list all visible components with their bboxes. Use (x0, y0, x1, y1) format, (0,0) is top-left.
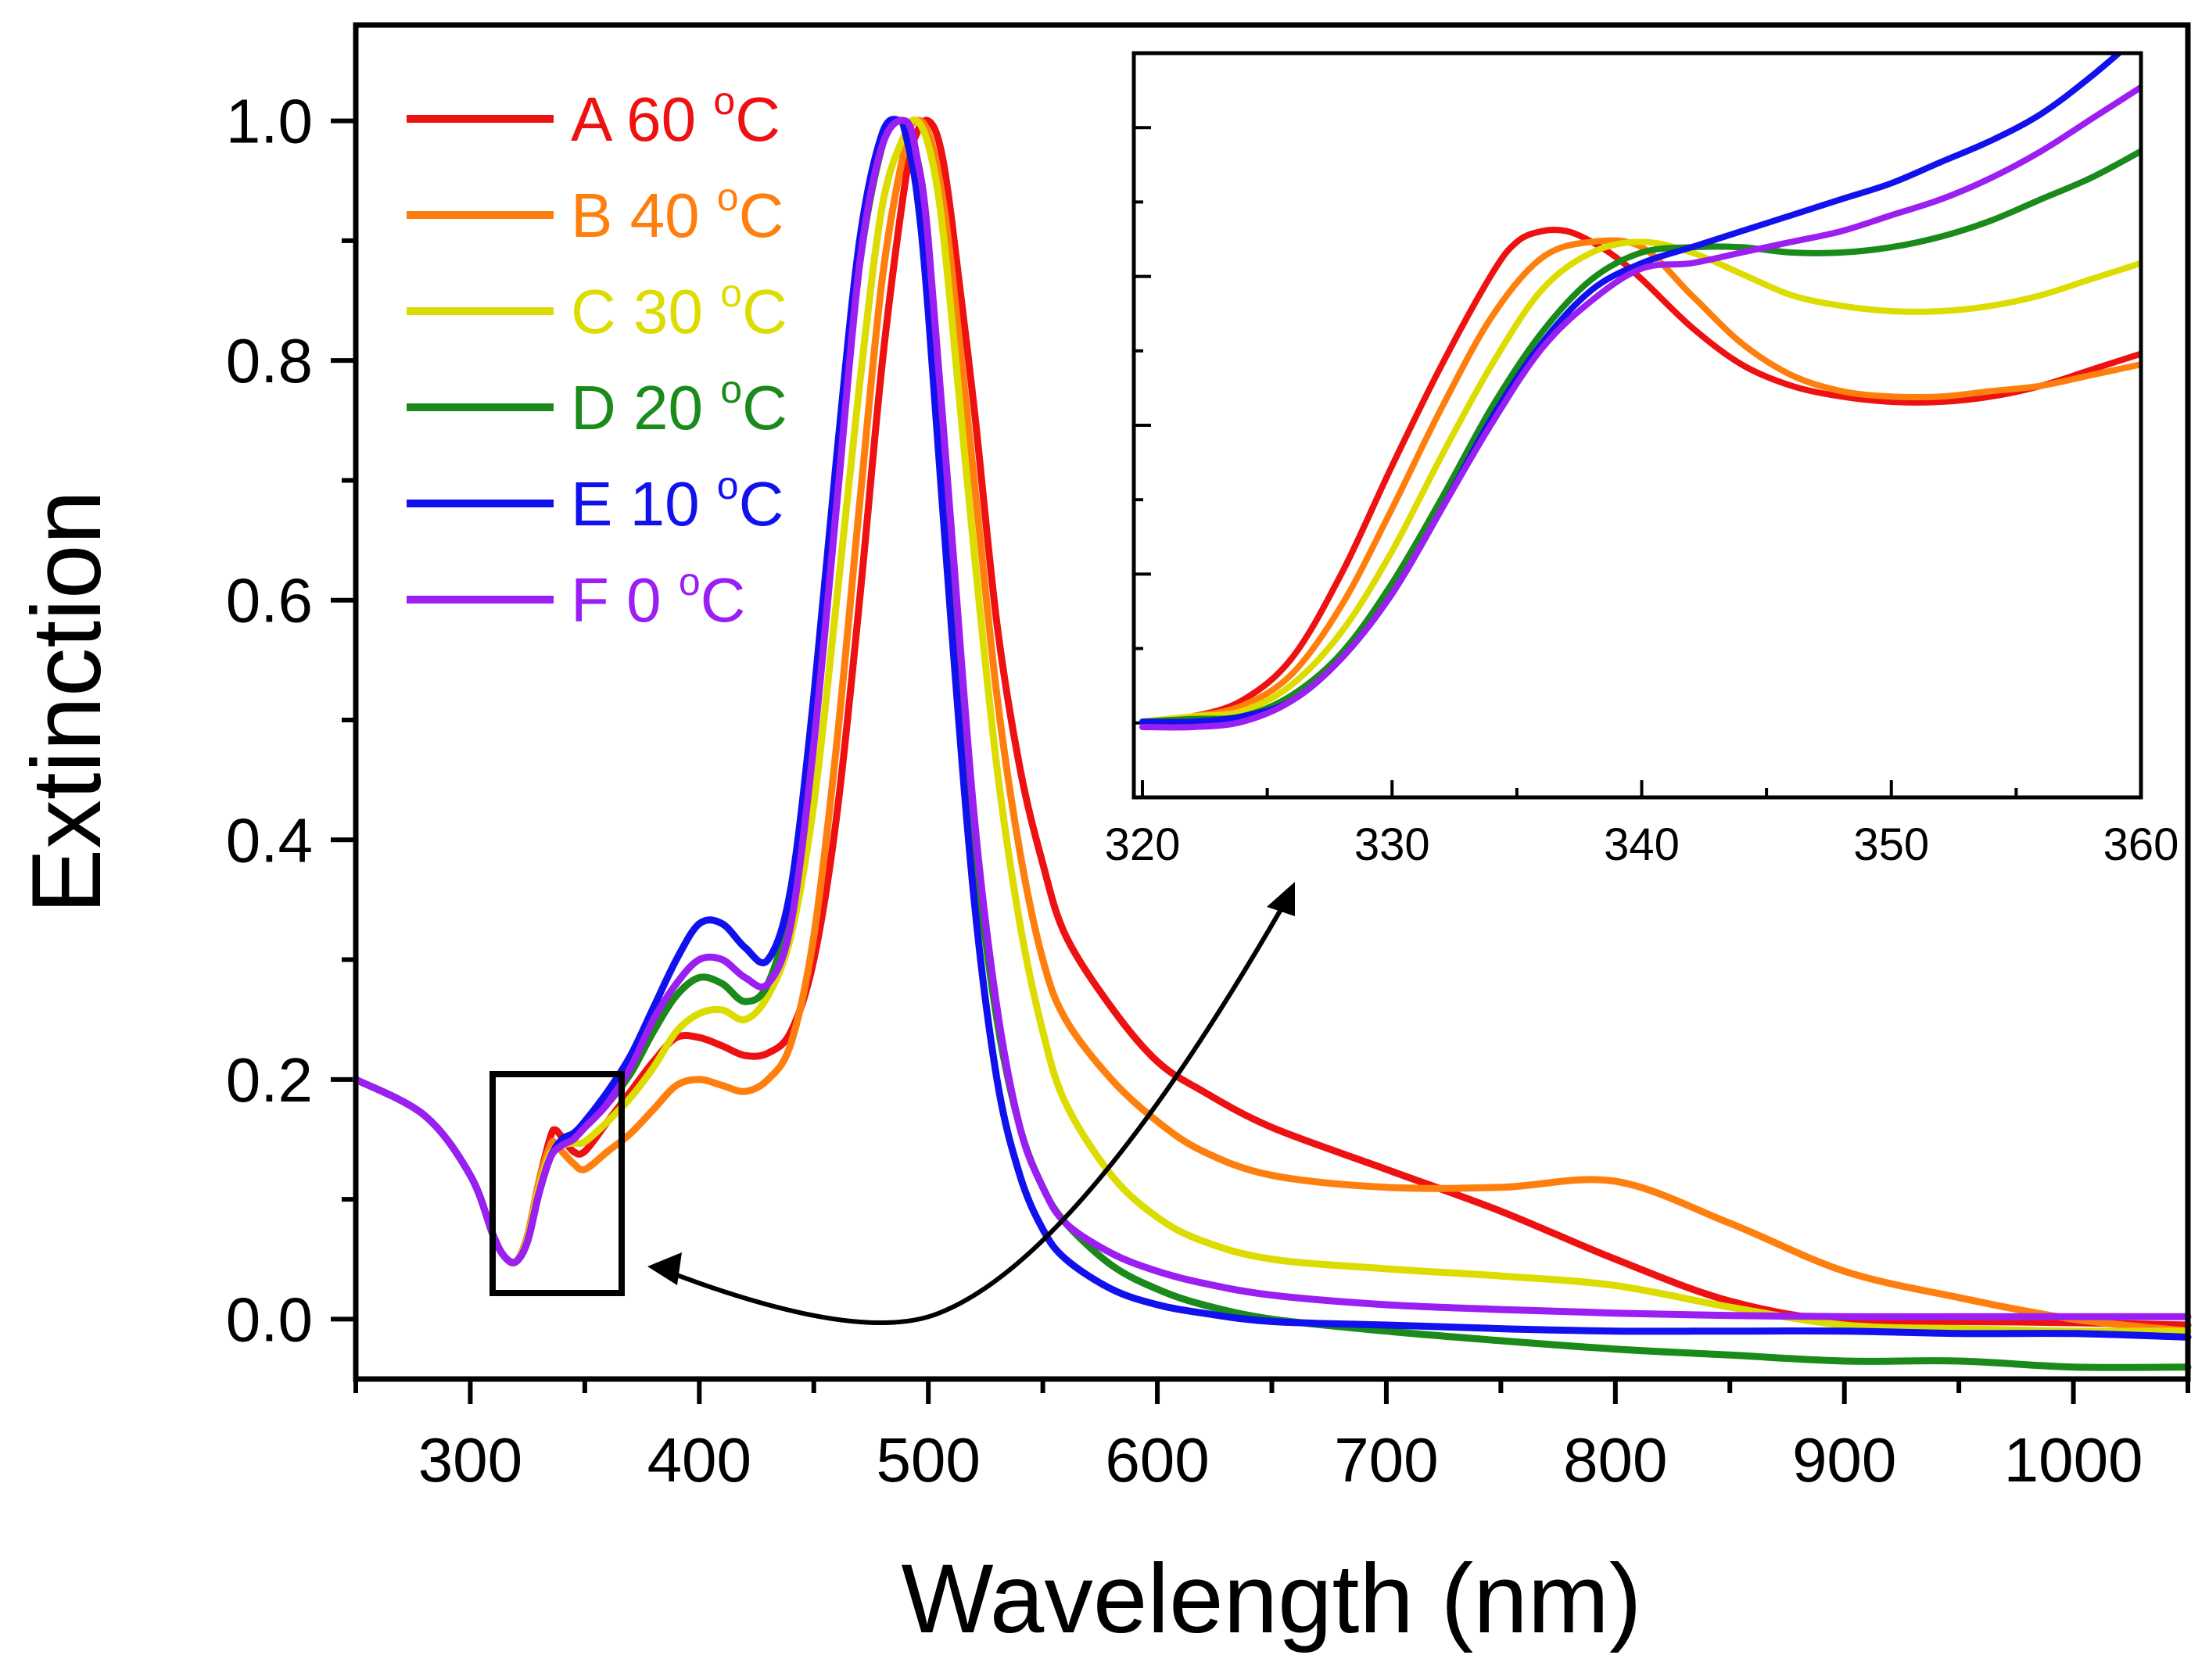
legend-degree: o (679, 560, 701, 604)
main-x-tick-label: 500 (876, 1425, 980, 1495)
inset-x-tick-label: 340 (1604, 819, 1680, 870)
legend-item: B 40 oC (407, 175, 784, 250)
legend-item: C 30 oC (407, 271, 787, 346)
zoom-arrow (647, 882, 1295, 1326)
legend-item: E 10 oC (407, 464, 784, 539)
legend-label: C 30 oC (571, 271, 787, 346)
main-y-tick-label: 0.8 (226, 326, 313, 396)
zoom-region-box (489, 1071, 625, 1296)
inset-series-line (1139, 237, 2141, 725)
legend-degree: o (717, 464, 739, 507)
legend-unit: C (735, 84, 780, 154)
legend-degree: o (720, 271, 742, 315)
legend-unit: C (742, 373, 787, 442)
legend-degree: o (720, 367, 742, 411)
arrow-head-right (1267, 882, 1295, 916)
legend-unit: C (701, 565, 746, 635)
main-x-tick-labels: 300 400 500 600 700 800 900 1000 (418, 1425, 2143, 1495)
main-x-tick-label: 900 (1792, 1425, 1896, 1495)
legend-unit: C (739, 469, 784, 539)
inset-series-line (1139, 84, 2141, 731)
main-x-tick-label: 800 (1563, 1425, 1667, 1495)
main-x-tick-label: 400 (647, 1425, 751, 1495)
y-axis-label: Extinction (13, 490, 121, 914)
inset-x-tick-labels: 320 330 340 350 360 (1105, 819, 2179, 870)
legend-unit: C (742, 277, 787, 346)
legend-label: F 0 oC (571, 560, 745, 635)
main-y-tick-label: 0.0 (226, 1284, 313, 1354)
x-axis-label: Wavelength (nm) (901, 1545, 1641, 1653)
inset-frame (1131, 51, 2143, 800)
legend: A 60 oC B 40 oC C 30 oC D 20 oC E 10 oC F 0 o… (407, 79, 787, 635)
legend-item: F 0 oC (407, 560, 745, 635)
legend-unit: C (739, 181, 784, 250)
inset-x-tick-label: 330 (1354, 819, 1430, 870)
main-x-tick-label: 1000 (2004, 1425, 2143, 1495)
legend-label: A 60 oC (571, 79, 780, 154)
legend-label: E 10 oC (571, 464, 784, 539)
main-y-tick-label: 0.6 (226, 566, 313, 636)
main-x-tick-label: 600 (1105, 1425, 1209, 1495)
main-y-tick-labels: 0.0 0.2 0.4 0.6 0.8 1.0 (226, 87, 313, 1355)
main-y-tick-label: 0.2 (226, 1045, 313, 1115)
main-series-lines (352, 116, 2192, 1371)
arrow-head-left (647, 1252, 682, 1285)
legend-label: B 40 oC (571, 175, 784, 250)
inset-series-line (1139, 238, 2141, 725)
main-plot-frame (353, 22, 2191, 1382)
legend-degree: o (713, 79, 735, 123)
legend-label: D 20 oC (571, 367, 787, 442)
legend-item: D 20 oC (407, 367, 787, 442)
inset-x-tick-label: 350 (1853, 819, 1929, 870)
main-y-tick-label: 0.4 (226, 805, 313, 875)
series-line-f (352, 116, 2192, 1320)
main-x-tick-label: 700 (1334, 1425, 1438, 1495)
legend-degree: o (717, 175, 739, 219)
inset-x-tick-label: 320 (1105, 819, 1181, 870)
legend-item: A 60 oC (407, 79, 780, 154)
main-y-tick-label: 1.0 (226, 87, 313, 156)
inset-series-line (1139, 148, 2141, 725)
inset-series-lines (1139, 53, 2141, 731)
inset-x-tick-label: 360 (2103, 819, 2179, 870)
main-x-tick-label: 300 (418, 1425, 522, 1495)
